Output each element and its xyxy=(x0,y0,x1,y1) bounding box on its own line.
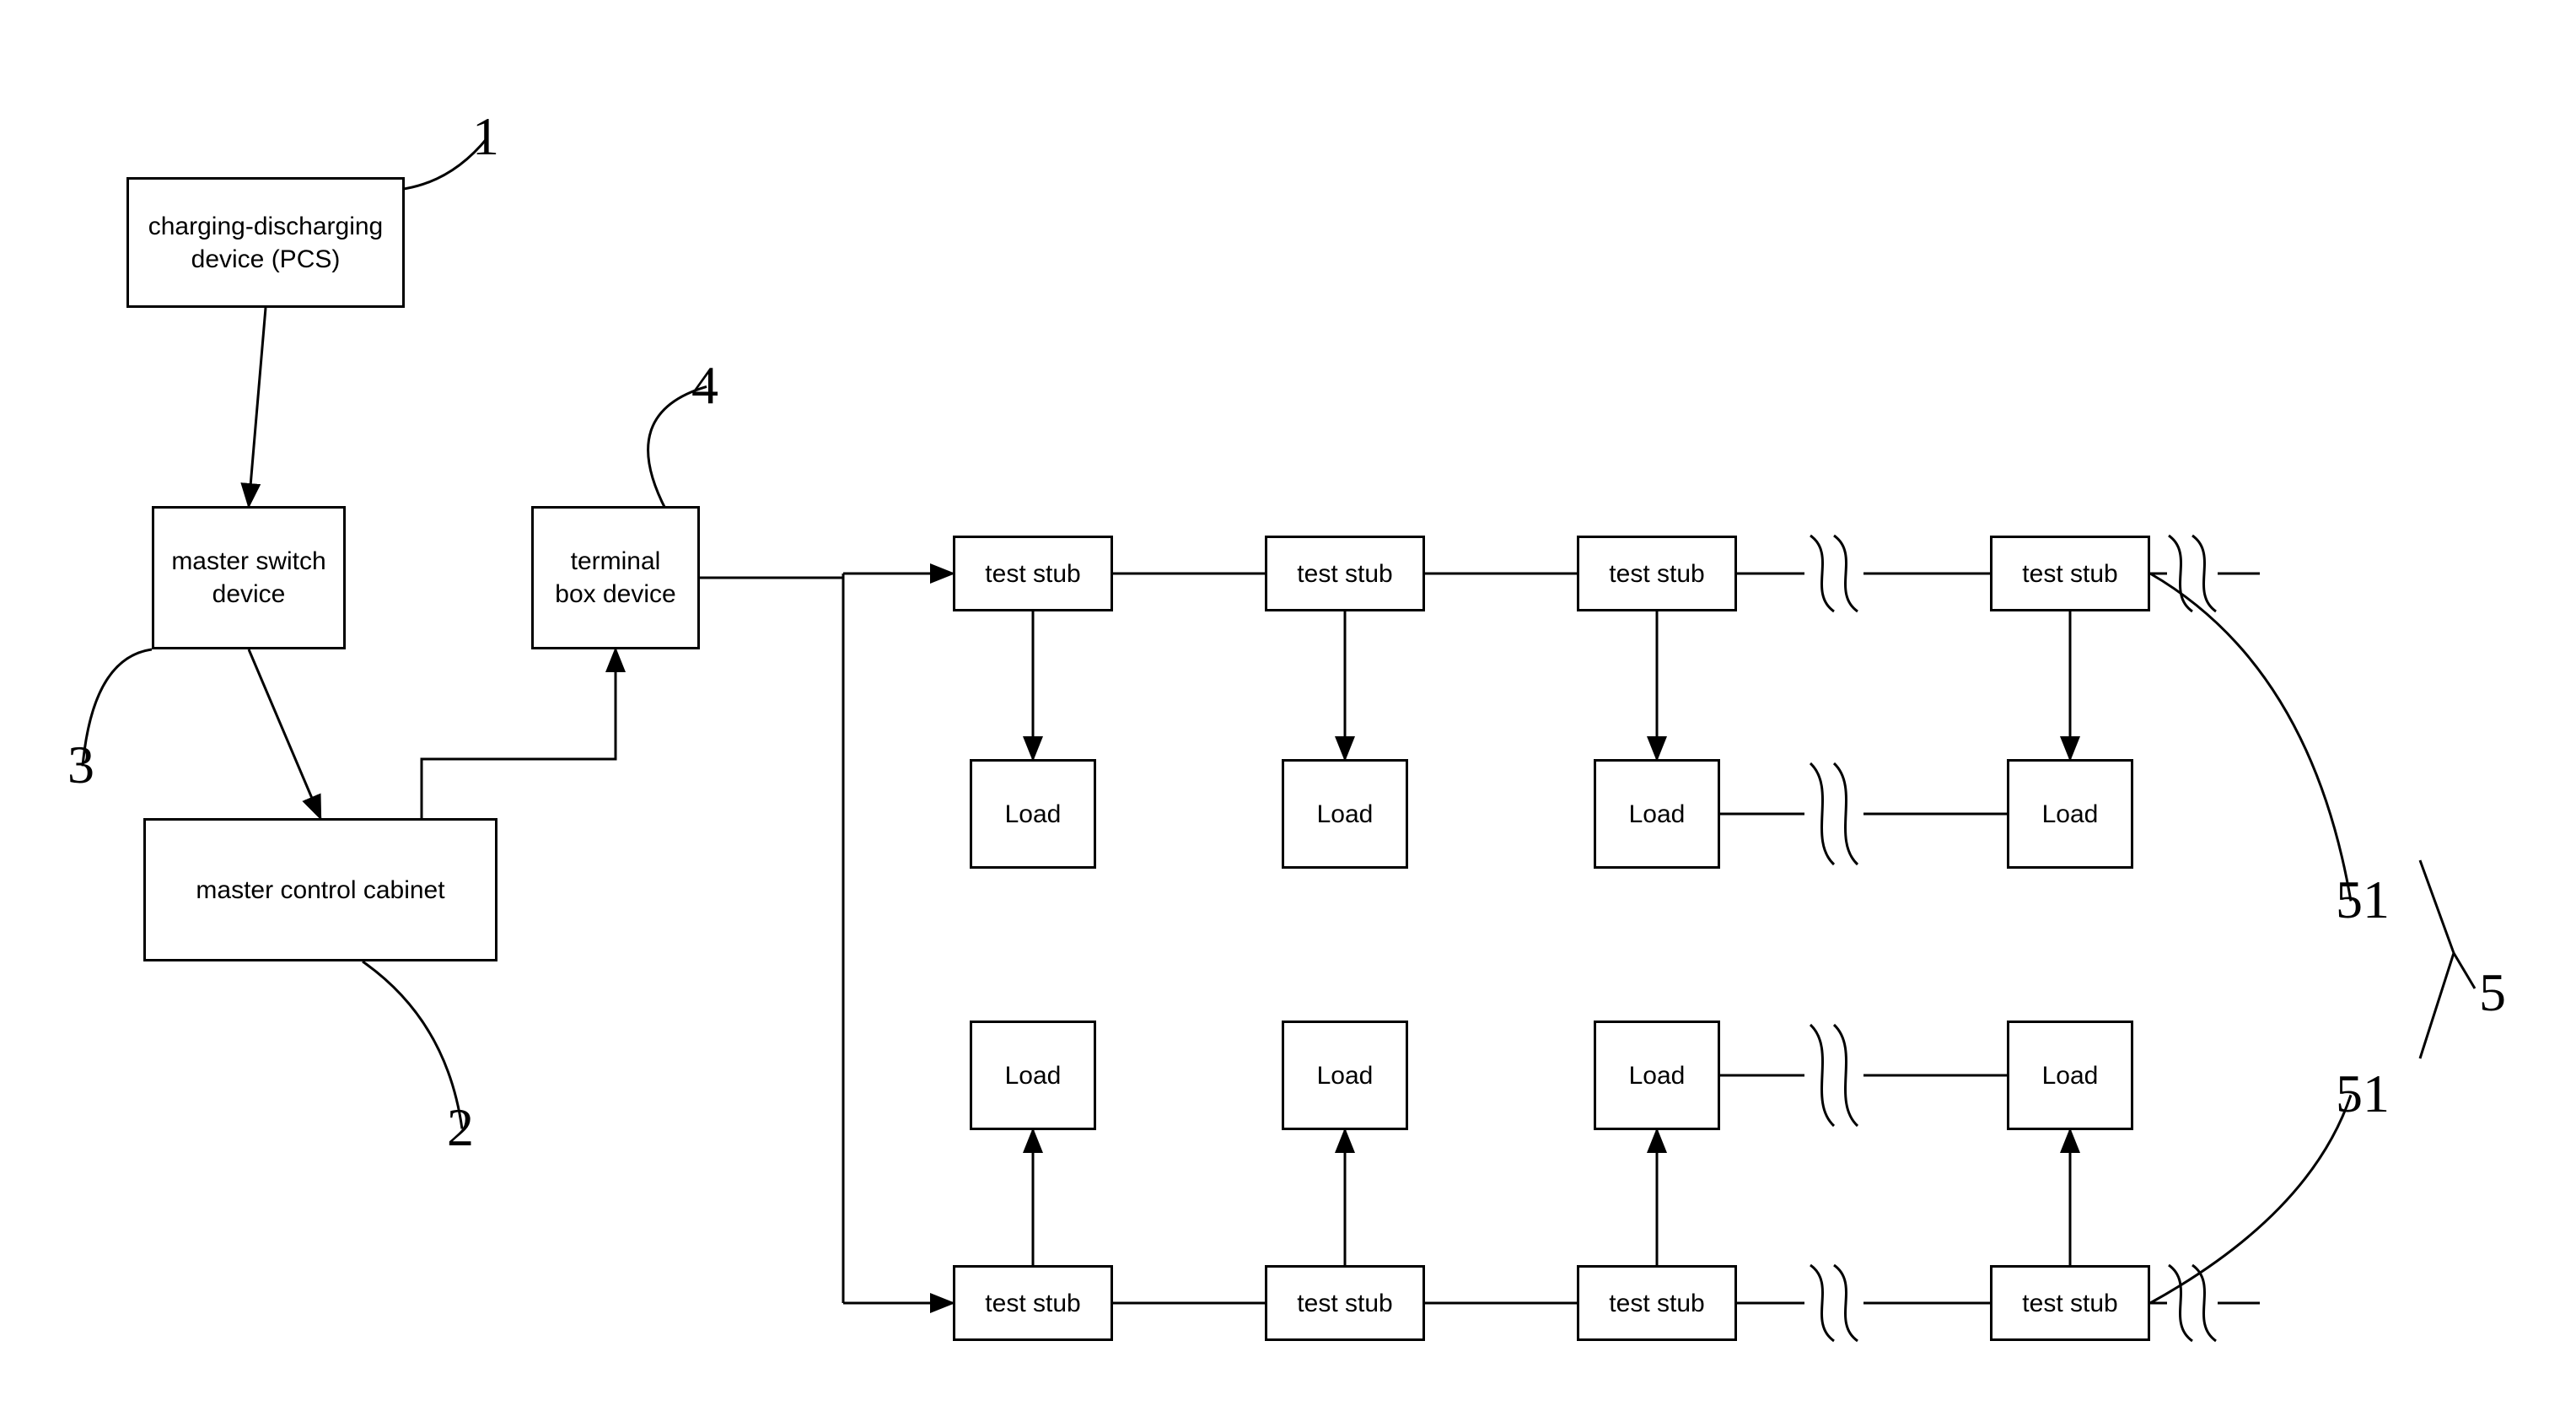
node-ts_r1_3: test stub xyxy=(1577,536,1737,611)
ref-label-51: 51 xyxy=(2336,1063,2390,1125)
ref-label-4: 4 xyxy=(691,354,718,417)
node-ts_r1_1: test stub xyxy=(953,536,1113,611)
node-ld_r1_1: Load xyxy=(970,759,1096,869)
ref-label-51: 51 xyxy=(2336,869,2390,931)
node-ts_r2_2: test stub xyxy=(1265,1265,1425,1341)
node-ts_r2_1: test stub xyxy=(953,1265,1113,1341)
node-ld_r1_2: Load xyxy=(1282,759,1408,869)
node-pcs: charging-dischargingdevice (PCS) xyxy=(126,177,405,308)
node-ld_r2_1: Load xyxy=(970,1021,1096,1130)
node-ld_r2_3: Load xyxy=(1594,1021,1720,1130)
node-ld_r1_4: Load xyxy=(2007,759,2133,869)
ref-label-2: 2 xyxy=(447,1096,474,1159)
node-tbox: terminalbox device xyxy=(531,506,700,649)
node-ts_r1_2: test stub xyxy=(1265,536,1425,611)
node-ld_r2_2: Load xyxy=(1282,1021,1408,1130)
node-ld_r2_4: Load xyxy=(2007,1021,2133,1130)
node-ts_r2_3: test stub xyxy=(1577,1265,1737,1341)
node-ts_r2_4: test stub xyxy=(1990,1265,2150,1341)
node-msw: master switchdevice xyxy=(152,506,346,649)
ref-label-1: 1 xyxy=(472,105,499,168)
ref-label-3: 3 xyxy=(67,734,94,796)
diagram-canvas: charging-dischargingdevice (PCS) master s… xyxy=(0,0,2576,1411)
ref-label-5: 5 xyxy=(2479,961,2506,1024)
node-mcc: master control cabinet xyxy=(143,818,497,961)
node-ts_r1_4: test stub xyxy=(1990,536,2150,611)
node-ld_r1_3: Load xyxy=(1594,759,1720,869)
